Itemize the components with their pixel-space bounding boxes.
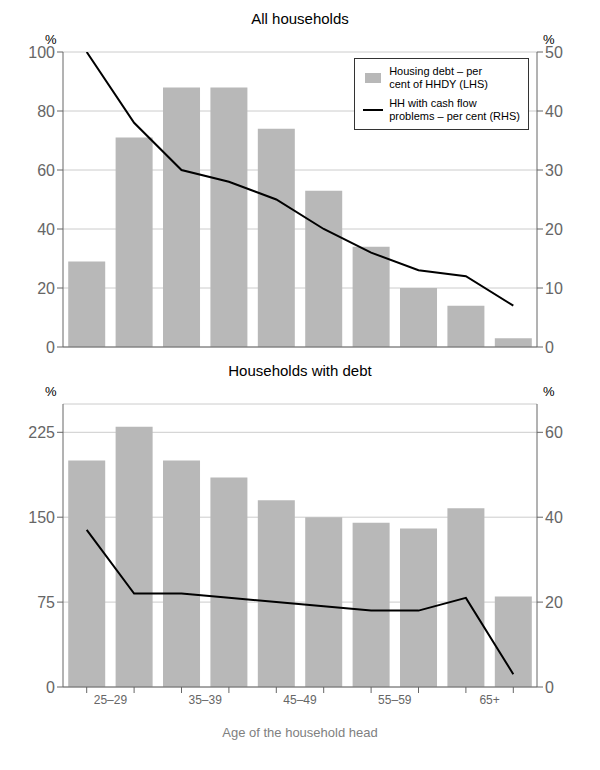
svg-text:40: 40 <box>545 509 563 526</box>
svg-text:30: 30 <box>545 162 563 179</box>
html-text:All households: All households <box>251 10 349 27</box>
svg-text:80: 80 <box>37 103 55 120</box>
svg-text:45–49: 45–49 <box>283 693 317 707</box>
svg-text:75: 75 <box>37 594 55 611</box>
svg-text:40: 40 <box>37 221 55 238</box>
html-text:Housing debt – per cent of HHD: Housing debt – per cent of HHDY (LHS) <box>389 65 488 90</box>
svg-text:50: 50 <box>545 43 563 61</box>
svg-text:Age of the household head: Age of the household head <box>222 725 377 740</box>
svg-text:55–59: 55–59 <box>378 693 412 707</box>
svg-text:0: 0 <box>46 679 55 696</box>
svg-text:65+: 65+ <box>479 693 499 707</box>
svg-text:25–29: 25–29 <box>94 693 128 707</box>
svg-text:100: 100 <box>28 43 55 61</box>
svg-text:20: 20 <box>37 280 55 297</box>
svg-text:150: 150 <box>28 509 55 526</box>
svg-text:60: 60 <box>545 424 563 441</box>
svg-text:60: 60 <box>37 162 55 179</box>
svg-text:10: 10 <box>545 280 563 297</box>
svg-text:35–39: 35–39 <box>189 693 223 707</box>
svg-text:40: 40 <box>545 103 563 120</box>
html-text:HH with cash flow problems – p: HH with cash flow problems – per cent (R… <box>389 97 520 122</box>
svg-text:20: 20 <box>545 221 563 238</box>
svg-text:225: 225 <box>28 424 55 441</box>
svg-text:20: 20 <box>545 594 563 611</box>
svg-text:0: 0 <box>545 339 554 356</box>
html-text:Households with debt: Households with debt <box>228 362 372 379</box>
svg-text:0: 0 <box>46 339 55 356</box>
svg-text:0: 0 <box>545 679 554 696</box>
